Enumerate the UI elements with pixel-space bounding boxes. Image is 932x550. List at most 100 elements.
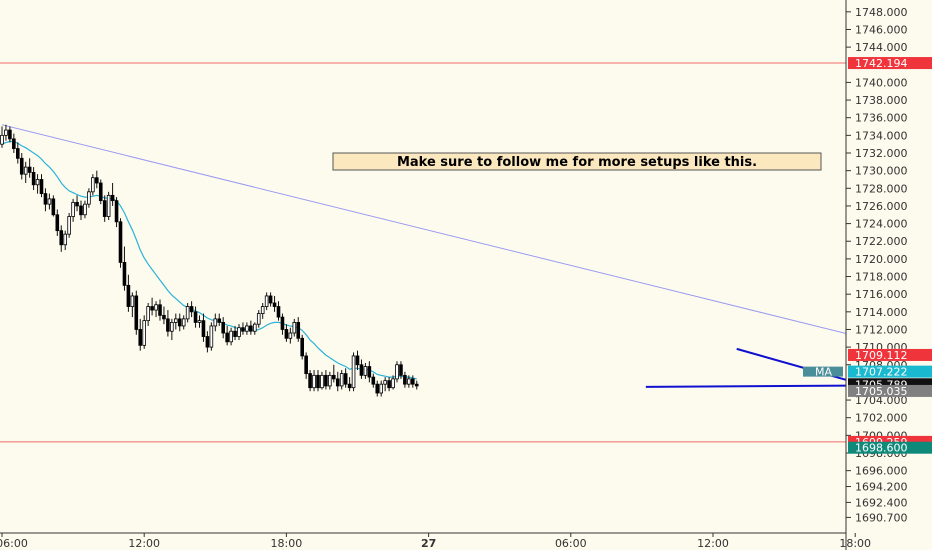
price-badge-label: 1698.600 [855, 442, 908, 455]
candle-body [205, 336, 210, 348]
candle-body [296, 322, 301, 339]
time-tick-label: 18:00 [271, 537, 303, 550]
price-tick-label: 1730.000 [855, 165, 908, 178]
candle-body [237, 327, 241, 337]
candle-body [166, 318, 170, 332]
ma-tag-label: MA [815, 366, 832, 379]
candle-body [217, 318, 222, 323]
price-tick-label: 1714.000 [855, 306, 908, 319]
price-badge [848, 365, 932, 378]
candle-body [27, 166, 32, 173]
candle-body [181, 318, 186, 327]
candle-body [150, 306, 154, 311]
candle-body [193, 311, 198, 323]
candle-body [209, 325, 214, 348]
candle-body [154, 304, 158, 311]
price-tick-label: 1690.700 [855, 511, 908, 524]
candle-body [146, 306, 150, 322]
moving-average-line [1, 140, 417, 380]
candle-body [189, 306, 194, 313]
candle-body [91, 177, 95, 193]
candle-body [213, 318, 218, 327]
candle-body [118, 221, 123, 263]
price-tick-label: 1716.000 [855, 288, 908, 301]
time-tick-label: 06:00 [555, 537, 587, 550]
price-tick-label: 1702.000 [855, 412, 908, 425]
candle-body [355, 355, 360, 366]
candle-body [170, 322, 174, 332]
price-badge [848, 57, 932, 70]
candle-body [134, 295, 139, 330]
candle-body [8, 129, 12, 140]
price-tick-label: 1692.400 [855, 496, 908, 509]
candle-body [233, 330, 237, 337]
candle-body [39, 179, 44, 194]
triangle-upper-line [736, 347, 856, 384]
candle-body [31, 172, 36, 186]
candle-body [177, 318, 182, 327]
candle-body [241, 327, 245, 332]
candle-body [19, 157, 24, 175]
candle-body [83, 203, 87, 216]
time-tick-label: 18:00 [839, 537, 871, 550]
price-tick-label: 1728.000 [855, 182, 908, 195]
price-tick-label: 1726.000 [855, 200, 908, 213]
candle-body [414, 383, 419, 387]
candle-body [201, 320, 206, 337]
candle-body [367, 366, 372, 378]
candle-body [328, 374, 332, 387]
candle-body [324, 374, 328, 387]
candle-body [300, 337, 304, 357]
candle-body [292, 322, 297, 334]
candle-body [308, 373, 312, 389]
candle-body [320, 374, 324, 389]
candle-body [0, 134, 4, 145]
candle-body [387, 380, 391, 389]
candle-body [379, 383, 383, 394]
price-badge [848, 348, 932, 361]
candle-body [229, 330, 233, 343]
price-tick-label: 1694.200 [855, 481, 908, 494]
candle-body [98, 182, 103, 202]
candle-body [47, 198, 52, 205]
candle-body [71, 202, 75, 217]
candle-body [23, 166, 28, 175]
candle-body [142, 320, 147, 346]
annotation-box [332, 152, 822, 171]
annotation-text: Make sure to follow me for more setups l… [397, 155, 757, 170]
price-tick-label: 1744.000 [855, 41, 908, 54]
candle-body [51, 198, 56, 216]
candle-body [87, 191, 91, 205]
candle-body [395, 364, 399, 380]
candle-body [260, 306, 265, 314]
candle-body [67, 216, 71, 235]
candle-body [126, 284, 131, 307]
price-badge [848, 384, 932, 397]
candle-body [331, 374, 336, 380]
candle-body [375, 383, 380, 394]
ma-tag [803, 366, 843, 377]
plot-area [0, 0, 846, 533]
candle-body [43, 193, 48, 205]
price-tick-label: 1746.000 [855, 23, 908, 36]
candle-body [102, 200, 107, 217]
candle-body [35, 179, 40, 186]
candle-body [410, 378, 415, 385]
time-tick-label: 12:00 [697, 537, 729, 550]
candle-body [55, 214, 60, 232]
price-badge-label: 1705.035 [855, 385, 908, 398]
price-tick-label: 1732.000 [855, 147, 908, 160]
candle-body [252, 323, 257, 332]
candle-body [403, 374, 407, 385]
candle-body [339, 373, 344, 387]
candle-body [106, 194, 111, 217]
candle-body [249, 325, 253, 332]
candle-body [304, 355, 308, 374]
candle-body [173, 318, 178, 323]
candle-body [221, 322, 226, 334]
candle-body [225, 332, 229, 343]
candle-body [272, 302, 277, 307]
candle-body [110, 194, 115, 202]
price-tick-label: 1704.000 [855, 394, 908, 407]
